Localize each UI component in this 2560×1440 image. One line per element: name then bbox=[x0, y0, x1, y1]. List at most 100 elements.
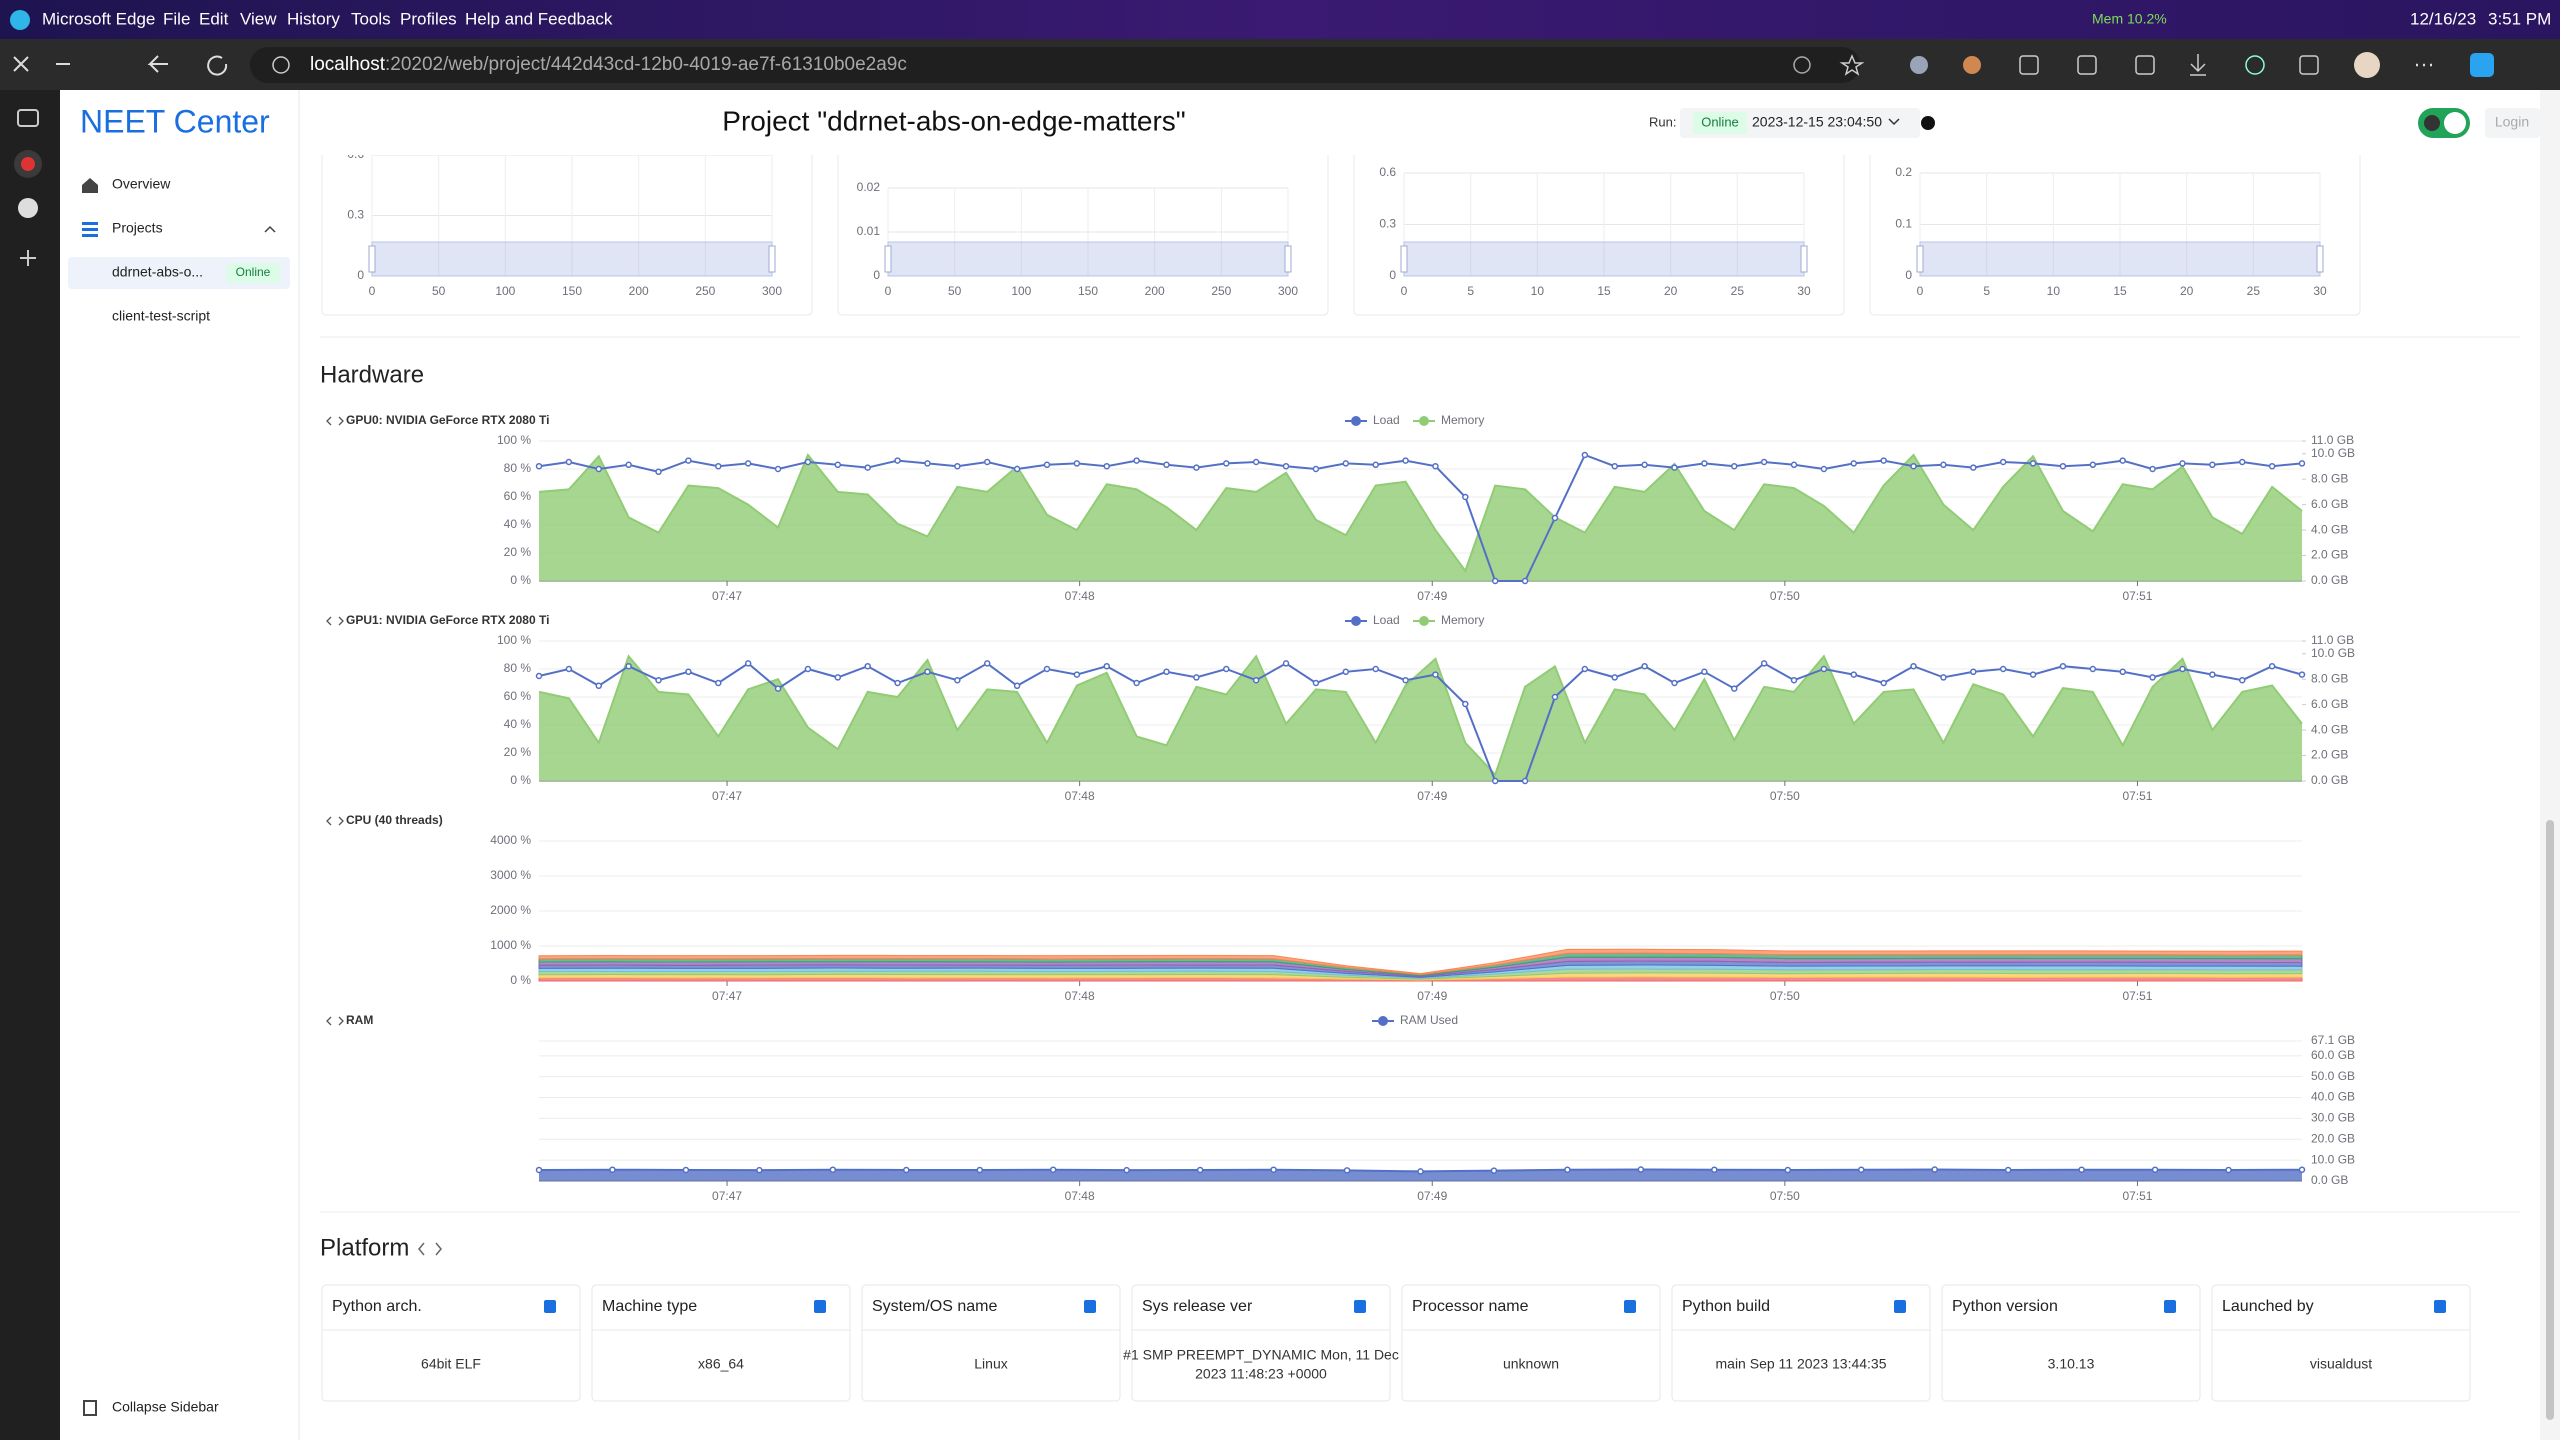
x-tick-label: 50 bbox=[432, 284, 446, 298]
copy-button[interactable] bbox=[1084, 1300, 1096, 1313]
github-icon[interactable] bbox=[18, 198, 38, 218]
point bbox=[1564, 1166, 1571, 1173]
collapse-chevron[interactable] bbox=[264, 225, 276, 233]
x-tick-label: 07:48 bbox=[1065, 789, 1095, 803]
slider-handle[interactable] bbox=[2316, 245, 2324, 273]
point bbox=[2268, 462, 2276, 470]
nav-overview[interactable]: Overview bbox=[112, 176, 171, 192]
slider-handle[interactable] bbox=[1284, 245, 1292, 273]
login-button[interactable] bbox=[2485, 108, 2540, 138]
code-icon[interactable] bbox=[326, 616, 344, 626]
legend-label[interactable]: RAM Used bbox=[1400, 1013, 1458, 1027]
code-icon[interactable] bbox=[418, 1242, 442, 1256]
x-tick-label: 07:49 bbox=[1417, 789, 1447, 803]
point bbox=[1223, 460, 1230, 467]
project-item[interactable]: client-test-script bbox=[112, 308, 210, 324]
menu-item[interactable]: Tools bbox=[351, 9, 391, 28]
legend-label[interactable]: Memory bbox=[1441, 613, 1484, 627]
point bbox=[894, 679, 901, 687]
scroll-thumb[interactable] bbox=[2546, 820, 2554, 1420]
copy-button[interactable] bbox=[1894, 1300, 1906, 1313]
y2-tick-label: 50.0 GB bbox=[2311, 1069, 2355, 1083]
y2-tick-label: 67.1 GB bbox=[2311, 1033, 2355, 1047]
copy-button[interactable] bbox=[2434, 1300, 2446, 1313]
slider-handle[interactable] bbox=[368, 245, 376, 273]
x-tick-label: 07:50 bbox=[1770, 1189, 1800, 1203]
copy-button[interactable] bbox=[1354, 1300, 1366, 1313]
slider-handle[interactable] bbox=[1800, 245, 1808, 273]
slider-handle[interactable] bbox=[884, 245, 892, 273]
y-tick-label: 80 % bbox=[504, 461, 532, 475]
point bbox=[1103, 462, 1110, 470]
x-tick-label: 30 bbox=[2313, 284, 2327, 298]
extension[interactable] bbox=[2019, 55, 2039, 75]
code-icon[interactable] bbox=[326, 416, 344, 426]
status-badge bbox=[1693, 112, 1747, 134]
performance[interactable] bbox=[2245, 55, 2265, 75]
collections[interactable] bbox=[2135, 55, 2155, 75]
point bbox=[774, 465, 782, 473]
slider-handle[interactable] bbox=[768, 245, 776, 273]
extension[interactable] bbox=[1963, 56, 1981, 74]
point bbox=[625, 461, 632, 469]
slider-handle[interactable] bbox=[1916, 245, 1924, 273]
x-tick-label: 20 bbox=[1664, 284, 1678, 298]
url[interactable]: localhost:20202/web/project/442d43cd-12b… bbox=[310, 54, 907, 75]
copilot[interactable] bbox=[2470, 53, 2494, 77]
info-icon[interactable] bbox=[1921, 116, 1935, 130]
y-tick-label: 20 % bbox=[504, 545, 532, 559]
favorite-icon[interactable] bbox=[1839, 54, 1865, 76]
point bbox=[2268, 662, 2276, 670]
address-bar[interactable] bbox=[250, 47, 1860, 83]
downloads[interactable] bbox=[2190, 54, 2206, 76]
card-value: main Sep 11 2023 13:44:35 bbox=[1716, 1356, 1887, 1372]
menu-item[interactable]: History bbox=[287, 9, 340, 28]
menu-item[interactable]: Edit bbox=[199, 9, 229, 28]
profile[interactable] bbox=[2354, 52, 2380, 78]
login-label[interactable]: Login bbox=[2495, 114, 2529, 130]
copy-button[interactable] bbox=[2164, 1300, 2176, 1313]
brand[interactable]: NEET Center bbox=[80, 103, 270, 139]
refresh-button[interactable] bbox=[207, 55, 228, 76]
legend-label[interactable]: Load bbox=[1373, 613, 1400, 627]
point bbox=[744, 660, 752, 667]
menu-item[interactable]: File bbox=[163, 9, 190, 28]
site-info[interactable] bbox=[272, 56, 290, 74]
project-item[interactable]: ddrnet-abs-o... bbox=[112, 264, 203, 280]
x-tick-label: 50 bbox=[948, 284, 962, 298]
nav-projects[interactable]: Projects bbox=[112, 220, 163, 236]
code-icon[interactable] bbox=[326, 816, 344, 826]
x-tick-label: 0 bbox=[1401, 284, 1408, 298]
copy-button[interactable] bbox=[814, 1300, 826, 1313]
point bbox=[1073, 460, 1081, 467]
split-screen[interactable] bbox=[2077, 55, 2097, 75]
collapse-sidebar[interactable]: Collapse Sidebar bbox=[112, 1399, 219, 1415]
x-tick-label: 200 bbox=[1145, 284, 1165, 298]
point bbox=[535, 1166, 543, 1174]
tabs-icon[interactable] bbox=[17, 109, 39, 127]
legend-label[interactable]: Load bbox=[1373, 413, 1400, 427]
add-icon[interactable] bbox=[20, 250, 36, 266]
slider-handle[interactable] bbox=[1400, 245, 1408, 273]
menu-item[interactable]: Profiles bbox=[400, 9, 457, 28]
menu-item[interactable]: Help and Feedback bbox=[465, 9, 613, 28]
close-icon[interactable] bbox=[13, 56, 29, 72]
scrollbar bbox=[2540, 90, 2560, 1440]
code-icon[interactable] bbox=[326, 1016, 344, 1026]
point bbox=[685, 457, 692, 464]
copy-button[interactable] bbox=[544, 1300, 556, 1313]
card-label: Launched by bbox=[2222, 1298, 2314, 1315]
point bbox=[1999, 458, 2007, 466]
point bbox=[655, 468, 662, 476]
card-value: 64bit ELF bbox=[421, 1356, 481, 1372]
copy-button[interactable] bbox=[1624, 1300, 1636, 1313]
point bbox=[954, 676, 961, 684]
security[interactable] bbox=[2299, 55, 2319, 75]
legend-label[interactable]: Memory bbox=[1441, 413, 1484, 427]
menu-item[interactable]: View bbox=[240, 9, 277, 28]
zoom-icon[interactable] bbox=[1793, 56, 1811, 74]
extension[interactable] bbox=[1910, 56, 1928, 74]
point bbox=[1701, 668, 1708, 676]
x-tick-label: 07:48 bbox=[1065, 589, 1095, 603]
back-button[interactable] bbox=[147, 55, 168, 73]
